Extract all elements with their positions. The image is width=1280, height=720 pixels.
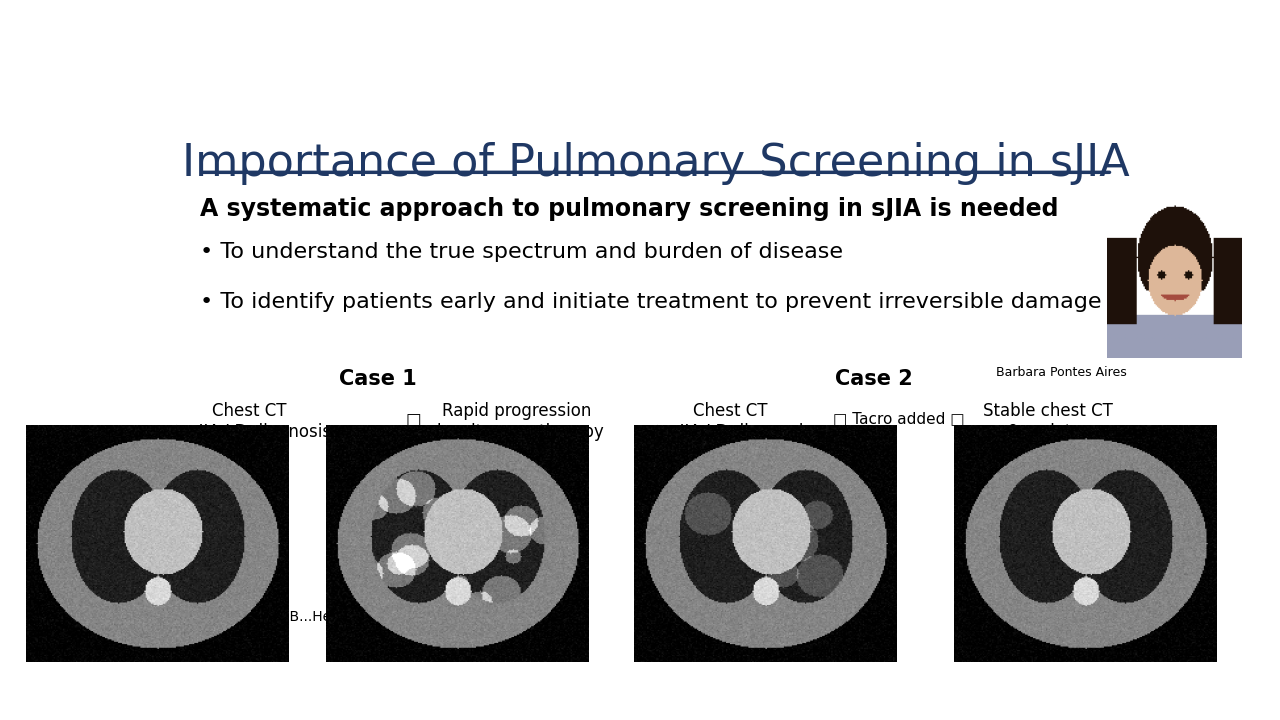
Text: Pontes Aires B...Henderson LA. J Rheumatol 2024: Pontes Aires B...Henderson LA. J Rheumat… [200,611,541,624]
Text: • To understand the true spectrum and burden of disease: • To understand the true spectrum and bu… [200,242,842,261]
Text: A systematic approach to pulmonary screening in sJIA is needed: A systematic approach to pulmonary scree… [200,197,1059,221]
Text: Barbara Pontes Aires: Barbara Pontes Aires [996,366,1128,379]
Text: Rapid progression
despite max therapy: Rapid progression despite max therapy [431,402,603,441]
Text: Case 2: Case 2 [836,369,913,389]
Text: • To identify patients early and initiate treatment to prevent irreversible dama: • To identify patients early and initiat… [200,292,1101,312]
Text: □ Tacro added □: □ Tacro added □ [833,410,965,426]
Text: □: □ [404,410,421,428]
Text: Chest CT
@ sJIA-LD diagnosis: Chest CT @ sJIA-LD diagnosis [649,402,812,441]
Text: Chest CT
@ sJIA-LD diagnosis: Chest CT @ sJIA-LD diagnosis [168,402,330,441]
Text: Stable chest CT
9mo later: Stable chest CT 9mo later [983,402,1112,441]
Text: Case 1: Case 1 [339,369,417,389]
Text: Importance of Pulmonary Screening in sJIA: Importance of Pulmonary Screening in sJI… [182,142,1130,185]
